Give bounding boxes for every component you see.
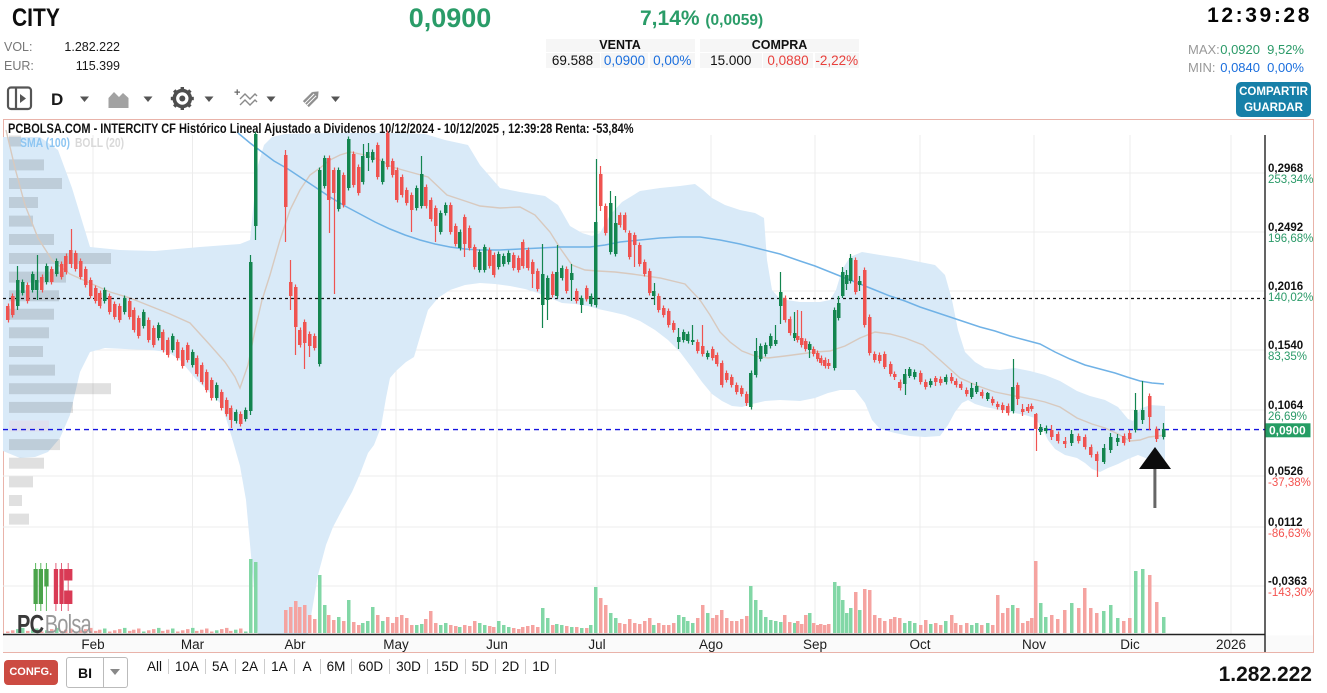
svg-text:2026: 2026 [1216, 637, 1246, 652]
svg-text:0,2016: 0,2016 [1268, 281, 1303, 293]
svg-text:Feb: Feb [81, 637, 104, 652]
svg-text:-0,0363: -0,0363 [1268, 576, 1307, 588]
svg-text:196,68%: 196,68% [1268, 233, 1313, 245]
svg-text:0,1064: 0,1064 [1268, 400, 1304, 412]
svg-text:0,1540: 0,1540 [1268, 340, 1303, 352]
svg-text:0,0112: 0,0112 [1268, 517, 1303, 529]
svg-text:Jun: Jun [486, 637, 508, 652]
svg-text:-143,30%: -143,30% [1268, 587, 1313, 599]
svg-text:0,2492: 0,2492 [1268, 222, 1303, 234]
svg-text:Oct: Oct [909, 637, 930, 652]
svg-text:-37,38%: -37,38% [1268, 477, 1311, 489]
svg-text:253,34%: 253,34% [1268, 174, 1313, 186]
svg-text:0,2968: 0,2968 [1268, 163, 1304, 175]
svg-text:May: May [383, 637, 409, 652]
svg-text:26,69%: 26,69% [1268, 411, 1307, 423]
svg-text:Jul: Jul [588, 637, 605, 652]
svg-text:Abr: Abr [284, 637, 306, 652]
svg-text:Sep: Sep [803, 637, 827, 652]
svg-text:Dic: Dic [1120, 637, 1140, 652]
svg-text:Ago: Ago [699, 637, 723, 652]
svg-text:140,02%: 140,02% [1268, 292, 1313, 304]
svg-text:0,0900: 0,0900 [1269, 424, 1306, 438]
svg-text:83,35%: 83,35% [1268, 351, 1307, 363]
svg-text:-86,63%: -86,63% [1268, 528, 1311, 540]
svg-text:Nov: Nov [1022, 637, 1046, 652]
svg-text:SMA (100): SMA (100) [20, 136, 70, 150]
svg-text:0,0526: 0,0526 [1268, 466, 1303, 478]
svg-text:D: D [51, 90, 63, 109]
svg-text:Mar: Mar [181, 637, 205, 652]
svg-text:BOLL (20): BOLL (20) [75, 136, 124, 150]
svg-text:+: + [234, 87, 240, 99]
